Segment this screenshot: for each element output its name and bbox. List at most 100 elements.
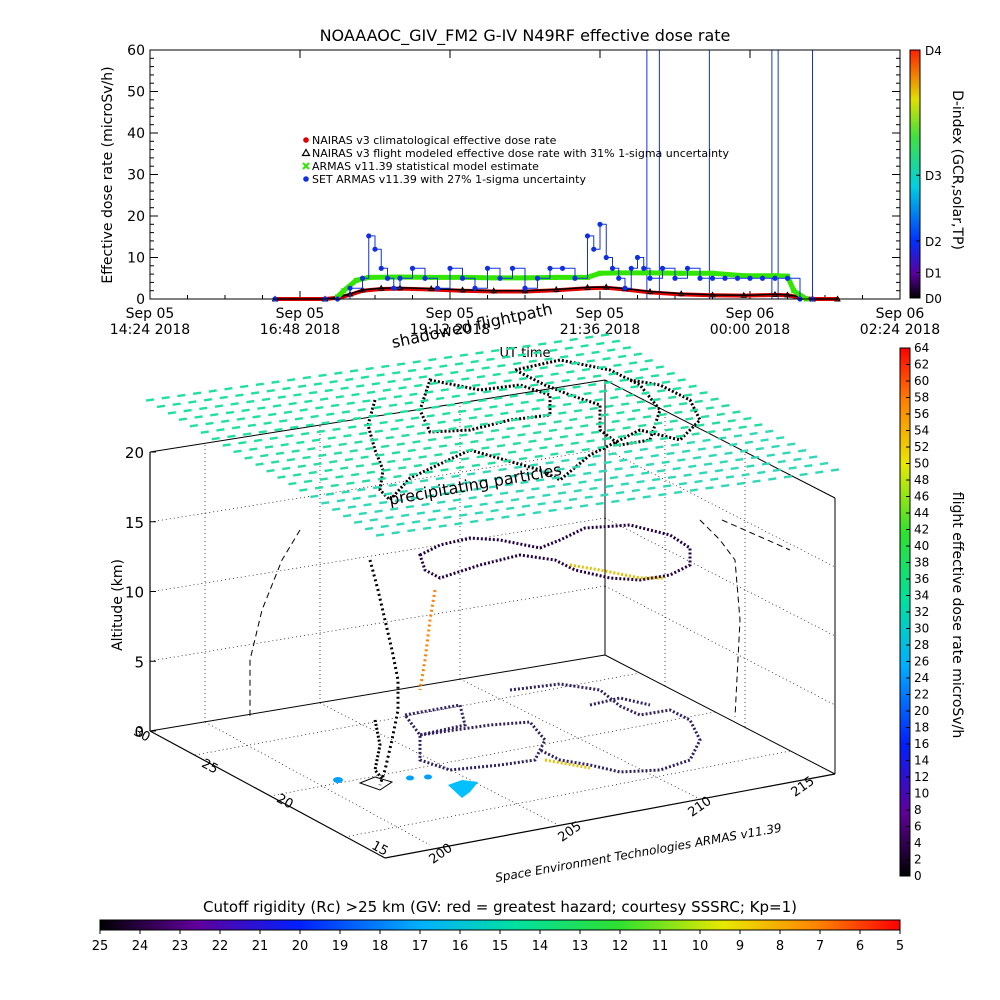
particle-mark <box>658 412 667 417</box>
dindex-label: D2 <box>925 235 942 249</box>
particle-mark <box>468 496 477 500</box>
particle-mark <box>691 432 700 436</box>
particle-mark <box>628 441 637 445</box>
particle-mark <box>214 404 224 408</box>
particle-mark <box>341 490 350 494</box>
armas-model-point <box>428 274 434 280</box>
dindex-colorbar-labels: D4 D3 D2 D1 D0 <box>916 44 942 306</box>
nairas-flight-point <box>584 283 591 290</box>
particle-mark <box>401 433 410 438</box>
particle-mark <box>600 413 609 417</box>
particle-mark <box>777 459 786 464</box>
particle-mark <box>369 518 378 522</box>
particle-mark <box>449 450 459 455</box>
rc-tick-label: 19 <box>332 939 349 954</box>
dose-tick-label: 38 <box>914 556 929 570</box>
top-plot-frame <box>149 49 901 300</box>
particle-mark <box>443 355 453 360</box>
particle-mark <box>177 393 186 398</box>
set-armas-point <box>759 275 766 281</box>
nairas-flight-point <box>490 287 498 294</box>
particle-mark <box>626 497 636 501</box>
rc-tick-label: 11 <box>652 939 669 954</box>
particle-mark <box>393 394 402 399</box>
set-armas-point <box>497 275 503 281</box>
particle-mark <box>236 417 246 421</box>
dose-colorbar-ticks: 0246810121416182022242628303234363840424… <box>906 341 929 883</box>
particle-mark <box>145 398 155 402</box>
particle-mark <box>520 400 529 405</box>
particle-mark <box>465 448 474 452</box>
particle-mark <box>506 506 515 511</box>
particle-mark <box>467 472 476 476</box>
particle-mark <box>346 481 355 486</box>
particle-mark <box>419 478 429 483</box>
dose-tick-label: 12 <box>914 770 929 784</box>
particle-mark <box>489 405 498 409</box>
particle-mark <box>613 363 622 367</box>
particle-mark <box>434 373 443 377</box>
particle-mark <box>388 483 397 487</box>
x-tick-label-date: Sep 05 <box>276 306 325 322</box>
particle-mark <box>528 439 537 444</box>
z-tick-label: 20 <box>125 444 144 462</box>
particle-mark <box>730 466 739 471</box>
particle-mark <box>771 444 780 449</box>
particle-mark <box>446 403 456 407</box>
particle-mark <box>454 442 463 446</box>
particle-mark <box>526 415 536 420</box>
particle-mark <box>711 421 721 425</box>
particle-mark <box>589 406 598 411</box>
particle-mark <box>768 477 777 481</box>
set-armas-point <box>572 275 578 281</box>
set-armas-point <box>622 285 628 291</box>
particle-mark <box>672 466 681 471</box>
particle-mark <box>710 397 719 402</box>
particle-mark <box>644 438 653 443</box>
particle-mark <box>799 472 808 477</box>
particle-mark <box>304 399 313 404</box>
particle-mark <box>642 415 652 419</box>
particle-mark <box>365 446 374 451</box>
particle-mark <box>750 455 760 460</box>
particle-mark <box>418 375 428 379</box>
particle-mark <box>515 489 524 493</box>
particle-mark <box>569 417 578 422</box>
particle-mark <box>631 408 641 413</box>
particle-mark <box>556 467 565 471</box>
particle-mark <box>520 480 529 485</box>
latitude-axis-ticks: 15 20 25 30 <box>131 724 391 859</box>
armas-model-point <box>791 288 797 294</box>
particle-mark <box>183 408 192 413</box>
z-tick-label: 0 <box>134 723 144 741</box>
particle-mark <box>580 344 589 348</box>
particle-mark <box>448 426 457 431</box>
particle-mark <box>569 337 578 342</box>
particle-mark <box>329 380 338 384</box>
precipitating-particles-field <box>145 333 840 537</box>
particle-mark <box>495 420 504 424</box>
particle-mark <box>266 388 275 393</box>
particle-mark <box>533 350 542 355</box>
particle-mark <box>689 488 698 492</box>
nairas-flight-point <box>602 283 610 290</box>
particle-mark <box>546 484 556 489</box>
particle-mark <box>611 419 620 424</box>
particle-mark <box>383 492 393 496</box>
particle-mark <box>594 478 603 482</box>
particle-mark <box>453 418 462 422</box>
particle-mark <box>506 346 515 351</box>
particle-mark <box>471 463 481 468</box>
particle-mark <box>555 363 564 368</box>
particle-mark <box>683 473 692 477</box>
particle-mark <box>653 421 663 426</box>
particle-mark <box>652 397 661 402</box>
particle-mark <box>429 461 438 466</box>
particle-mark <box>530 383 539 387</box>
set-armas-line <box>275 223 813 300</box>
particle-mark <box>714 468 724 473</box>
lat-tick-label: 30 <box>131 724 153 745</box>
particle-mark <box>384 412 393 416</box>
particle-mark <box>380 444 390 449</box>
